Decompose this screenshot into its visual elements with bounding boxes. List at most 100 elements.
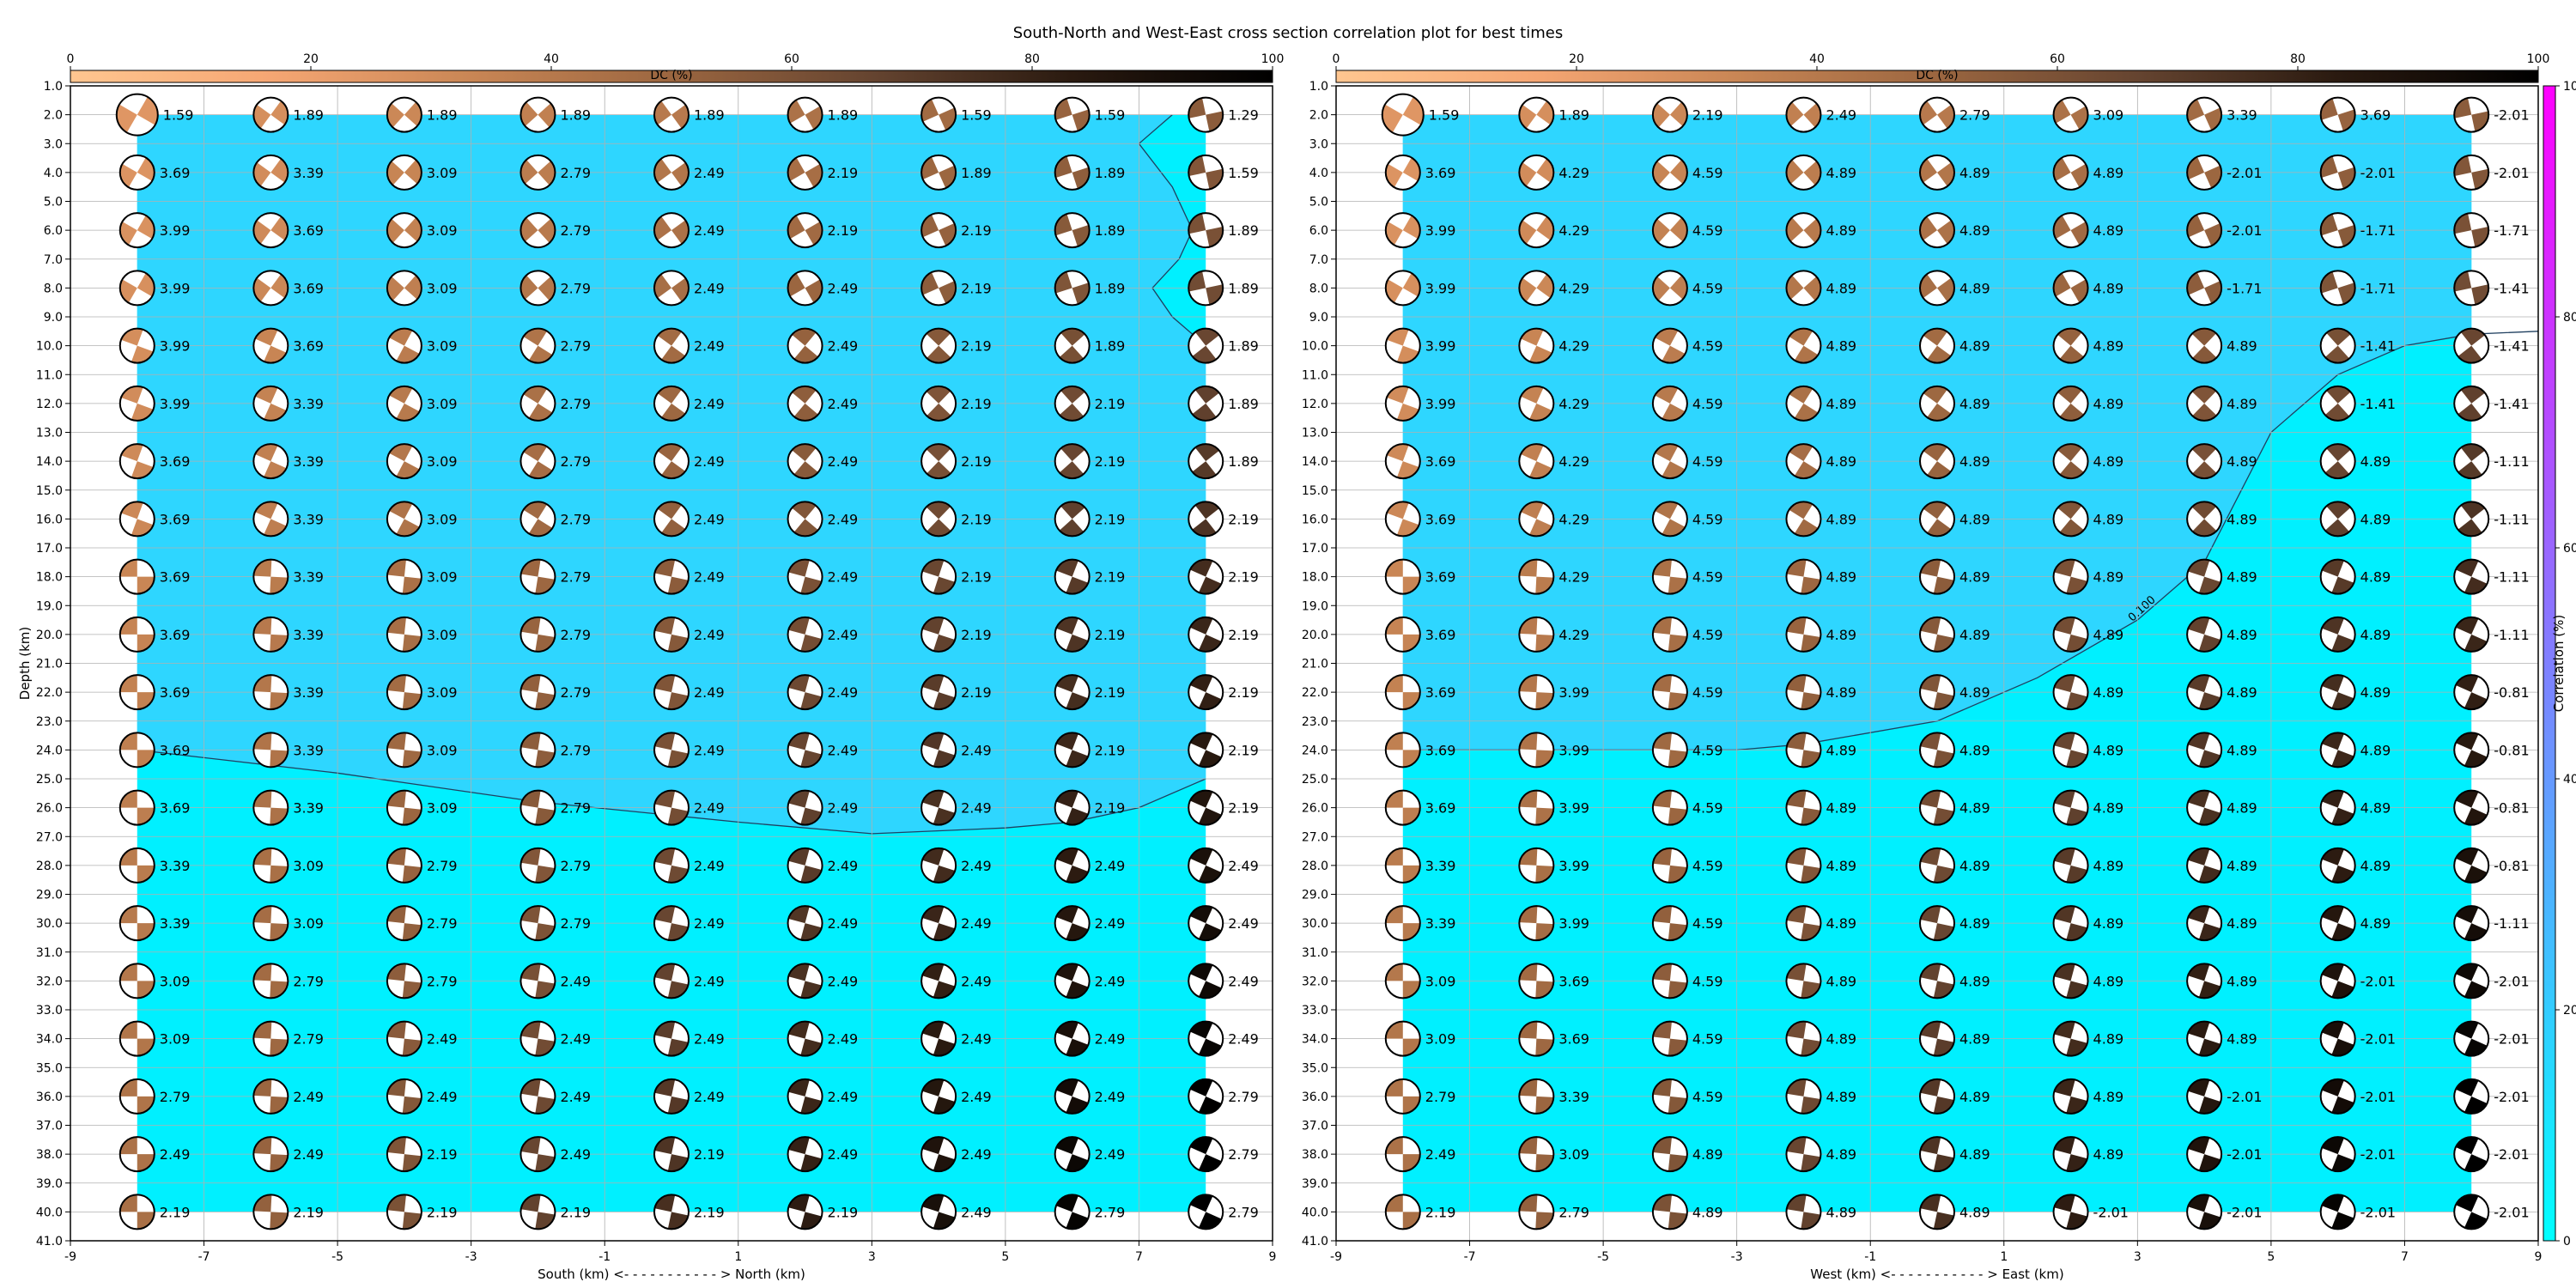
beachball-outline [1919, 1194, 1955, 1230]
beachball-marker [2186, 963, 2223, 999]
beachball-outline [2319, 385, 2356, 422]
beachball-quadrant [528, 519, 553, 537]
time-label: 4.89 [2093, 338, 2124, 355]
time-label: 4.29 [1558, 338, 1589, 355]
beachball-quadrant [137, 96, 158, 125]
beachball-outline [2186, 732, 2223, 769]
beachball-quadrant [671, 277, 690, 302]
beachball-marker [787, 270, 823, 307]
beachball-quadrant [1402, 1154, 1420, 1172]
beachball-outline [920, 327, 957, 364]
beachball-outline [118, 616, 155, 653]
beachball-quadrant [1060, 501, 1085, 519]
beachball-quadrant [1199, 807, 1222, 825]
beachball-outline [2453, 96, 2490, 133]
beachball-quadrant [2455, 1137, 2479, 1155]
beachball-marker [386, 501, 422, 538]
time-label: -0.81 [2494, 800, 2529, 817]
beachball-outline [519, 385, 556, 422]
time-label: 2.49 [694, 627, 725, 643]
beachball-quadrant [520, 848, 541, 866]
time-label: 4.89 [2093, 800, 2124, 817]
beachball-quadrant [2455, 1021, 2479, 1039]
beachball-outline [118, 327, 155, 364]
beachball-quadrant [1653, 1137, 1672, 1155]
time-label: 4.89 [2093, 165, 2124, 181]
beachball-quadrant [1919, 216, 1937, 240]
beachball-quadrant [1059, 519, 1084, 537]
beachball-outline [1518, 674, 1555, 711]
beachball-quadrant [1535, 1038, 1554, 1056]
time-label: 3.69 [1558, 1031, 1589, 1048]
beachball-quadrant [255, 501, 278, 519]
beachball-outline [787, 616, 823, 653]
beachball-quadrant [1059, 461, 1084, 479]
beachball-outline [653, 212, 690, 249]
beachball-marker [2186, 789, 2223, 826]
beachball-marker [386, 1020, 422, 1057]
beachball-outline [2052, 616, 2089, 653]
time-label: 2.49 [694, 511, 725, 527]
beachball-marker [1384, 674, 1421, 711]
beachball-marker [519, 501, 556, 538]
time-label: -2.01 [2360, 1204, 2396, 1220]
time-label: 4.89 [2093, 858, 2124, 874]
time-label: -1.41 [2360, 338, 2396, 355]
beachball-quadrant [1194, 444, 1219, 462]
beachball-marker [2319, 616, 2356, 653]
beachball-outline [787, 385, 823, 422]
time-label: 2.49 [961, 1146, 992, 1163]
y-tick-label: 19.0 [1302, 599, 1328, 613]
beachball-outline [1651, 1020, 1688, 1057]
time-label: 2.19 [961, 280, 992, 296]
beachball-quadrant [255, 444, 278, 462]
beachball-outline [1651, 96, 1688, 133]
beachball-quadrant [1188, 270, 1206, 292]
beachball-quadrant [528, 461, 553, 479]
time-label: -1.11 [2494, 511, 2529, 527]
time-label: 3.09 [427, 511, 458, 527]
beachball-outline [252, 789, 289, 826]
beachball-marker [118, 1078, 155, 1115]
time-label: 4.89 [2093, 280, 2124, 296]
beachball-marker [2052, 385, 2089, 422]
beachball-outline [2319, 443, 2356, 480]
beachball-outline [2052, 501, 2089, 538]
time-label: 1.89 [1558, 107, 1589, 124]
beachball-quadrant [1402, 1038, 1420, 1056]
beachball-outline [386, 1194, 422, 1230]
time-label: 4.59 [1692, 453, 1723, 470]
time-label: 1.89 [694, 107, 725, 124]
beachball-quadrant [389, 444, 413, 462]
beachball-marker [519, 212, 556, 249]
beachball-quadrant [1189, 1078, 1213, 1097]
beachball-outline [2319, 1078, 2356, 1115]
y-tick-label: 21.0 [36, 658, 63, 671]
time-label: -2.01 [2360, 1089, 2396, 1105]
beachball-marker [2453, 1078, 2490, 1115]
beachball-outline [118, 847, 155, 884]
beachball-outline [519, 1078, 556, 1115]
beachball-marker [118, 616, 155, 653]
x-tick-label: -7 [198, 1250, 210, 1264]
beachball-outline [2319, 270, 2356, 307]
beachball-marker [920, 963, 957, 999]
x-tick-label: -9 [1330, 1250, 1342, 1264]
beachball-quadrant [1920, 1137, 1941, 1155]
beachball-outline [386, 154, 422, 191]
y-tick-label: 30.0 [36, 917, 63, 931]
y-tick-label: 10.0 [36, 340, 63, 354]
time-label: 2.79 [560, 569, 591, 586]
y-tick-label: 12.0 [1302, 398, 1328, 411]
beachball-marker [252, 963, 289, 999]
beachball-outline [2453, 905, 2490, 942]
time-label: 3.09 [427, 165, 458, 181]
time-label: 4.59 [1692, 1031, 1723, 1048]
y-tick-label: 38.0 [36, 1148, 63, 1162]
beachball-quadrant [1786, 732, 1807, 750]
beachball-quadrant [1927, 403, 1952, 421]
beachball-quadrant [2326, 501, 2351, 519]
beachball-quadrant [1385, 906, 1403, 924]
beachball-marker [1188, 154, 1224, 191]
time-label: 3.69 [1425, 165, 1456, 181]
